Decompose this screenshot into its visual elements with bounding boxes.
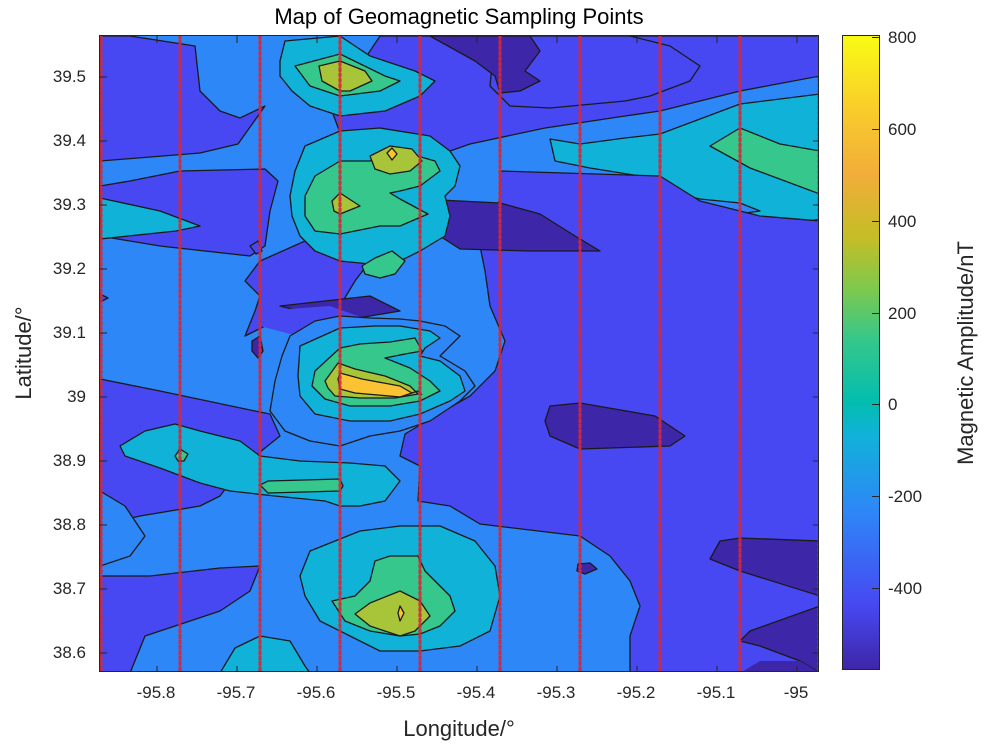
x-tick-label: -95.6 (296, 683, 336, 702)
x-tick-label: -95.3 (536, 683, 576, 702)
contour-map (100, 36, 818, 671)
colorbar-tick-mark (872, 588, 880, 589)
colorbar-tick-label: -200 (888, 487, 923, 506)
x-tick-label: -95.7 (216, 683, 256, 702)
x-tick-label: -95.5 (376, 683, 416, 702)
y-tick-label: 38.6 (52, 643, 86, 662)
y-tick-label: 38.9 (52, 451, 86, 470)
colorbar-tick-label: -400 (888, 579, 923, 598)
colorbar-tick-mark (872, 313, 880, 314)
colorbar-tick-label: 400 (888, 212, 917, 231)
y-tick-label: 39.3 (52, 195, 86, 214)
y-tick-label: 39.5 (52, 67, 86, 86)
y-tick-label: 39.1 (52, 323, 86, 342)
x-tick-label: -95.2 (616, 683, 656, 702)
colorbar (842, 35, 880, 670)
colorbar-label: Magnetic Amplitude/nT (953, 241, 978, 465)
colorbar-tick-label: 0 (888, 395, 898, 414)
x-tick-label: -95.8 (136, 683, 176, 702)
y-tick-label: 38.8 (52, 515, 86, 534)
colorbar-tick-label: 200 (888, 304, 917, 323)
colorbar-tick-mark (872, 37, 880, 38)
colorbar-tick-mark (872, 496, 880, 497)
x-tick-label: -95.4 (456, 683, 496, 702)
y-tick-label: 39.4 (52, 131, 86, 150)
x-tick-label: -95.1 (696, 683, 736, 702)
colorbar-tick-label: 600 (888, 120, 917, 139)
sampling-lines (100, 36, 818, 671)
y-axis-label: Latitude/° (11, 306, 36, 400)
chart-title: Map of Geomagnetic Sampling Points (274, 4, 644, 29)
colorbar-tick-label: 800 (888, 28, 917, 47)
y-tick-label: 39.2 (52, 259, 86, 278)
y-tick-label: 39 (67, 387, 86, 406)
x-tick-label: -95 (783, 683, 809, 702)
colorbar-tick-mark (872, 221, 880, 222)
colorbar-tick-mark (872, 404, 880, 405)
y-tick-label: 38.7 (52, 579, 86, 598)
x-axis-label: Longitude/° (403, 716, 515, 741)
contour-plot-area (99, 35, 819, 672)
colorbar-tick-mark (872, 129, 880, 130)
